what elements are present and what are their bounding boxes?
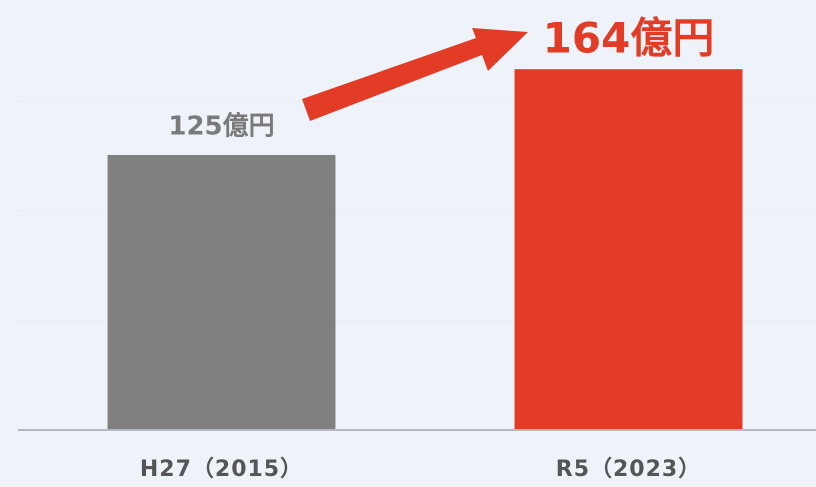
bar <box>107 155 336 430</box>
growth-arrow <box>302 28 528 121</box>
value-label: 164億円 <box>543 14 715 63</box>
bar <box>514 69 743 430</box>
x-tick-label: H27（2015） <box>140 457 303 482</box>
x-tick-label: R5（2023） <box>556 457 701 482</box>
value-label: 125億円 <box>168 112 274 142</box>
